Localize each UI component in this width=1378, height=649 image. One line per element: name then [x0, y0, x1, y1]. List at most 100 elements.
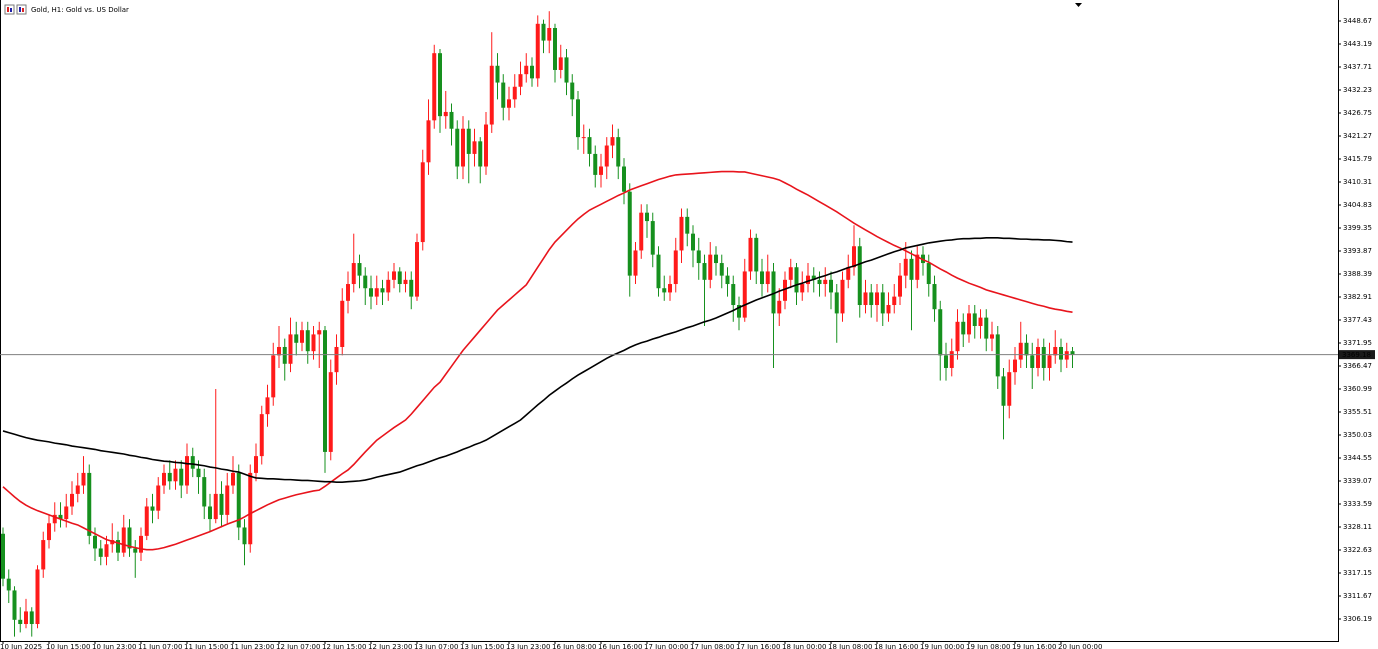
candle-body: [259, 414, 264, 457]
candle-body: [972, 313, 977, 327]
candle-body: [817, 279, 822, 285]
x-tick-label: 20 Jun 00:00: [1058, 643, 1102, 649]
y-tick-label: 3377.43: [1343, 316, 1372, 324]
candle-body: [328, 372, 333, 452]
candle-body: [478, 141, 483, 167]
candle-body: [179, 468, 184, 486]
candle-body: [622, 166, 626, 192]
candle-body: [305, 330, 310, 352]
candle-body: [639, 212, 644, 251]
candle-body: [248, 472, 253, 545]
icon-frame: [4, 4, 15, 15]
candles: [1, 11, 1075, 637]
candle-body: [466, 128, 471, 154]
candle-body: [754, 237, 759, 272]
candle-body: [236, 472, 241, 528]
candle-body: [116, 540, 120, 553]
candle-body: [323, 330, 327, 452]
candle-body: [98, 548, 103, 557]
x-tick-label: 17 Jun 00:00: [644, 643, 688, 649]
y-tick-label: 3371.95: [1343, 339, 1372, 347]
x-tick-label: 10 Jun 23:00: [92, 643, 136, 649]
candle-body: [990, 334, 994, 339]
icon-bar: [22, 8, 24, 12]
candle-body: [702, 263, 707, 280]
candle-body: [397, 271, 402, 285]
candle-body: [403, 279, 408, 285]
candle-body: [967, 313, 971, 335]
candle-body: [225, 485, 230, 515]
icon-bar: [10, 8, 12, 12]
candle-body: [1064, 351, 1069, 360]
candle-body: [104, 544, 109, 557]
candle-body: [317, 330, 322, 335]
candle-body: [880, 292, 885, 314]
candle-body: [369, 288, 373, 297]
candle-body: [254, 456, 258, 473]
candle-body: [52, 514, 57, 524]
x-tick-label: 16 Jun 08:00: [552, 643, 596, 649]
candle-body: [564, 57, 569, 83]
candle-body: [823, 279, 828, 285]
candle-body: [1001, 376, 1006, 406]
candle-body: [501, 82, 506, 108]
candle-body: [196, 468, 201, 478]
candle-body: [1, 533, 5, 579]
candle-body: [1018, 342, 1023, 360]
y-tick-label: 3443.19: [1343, 40, 1372, 48]
candle-body: [484, 124, 488, 167]
candle-body: [455, 128, 460, 167]
chart-title: Gold, H1: Gold vs. US Dollar: [31, 6, 129, 14]
candle-body: [507, 99, 511, 108]
y-tick-label: 3339.07: [1343, 477, 1372, 485]
candle-body: [133, 548, 138, 553]
candle-body: [691, 233, 695, 251]
x-tick-label: 18 Jun 00:00: [782, 643, 826, 649]
candle-body: [604, 145, 609, 167]
candle-body: [219, 493, 224, 515]
x-tick-label: 13 Jun 15:00: [460, 643, 504, 649]
candle-body: [530, 65, 534, 79]
candle-body: [18, 619, 23, 625]
candle-body: [300, 330, 304, 343]
candle-body: [834, 292, 839, 314]
candle-body: [892, 296, 897, 306]
candle-body: [449, 111, 454, 129]
y-tick-label: 3437.71: [1343, 63, 1372, 71]
candle-body: [41, 540, 46, 570]
candle-body: [443, 111, 448, 117]
x-tick-label: 16 Jun 16:00: [598, 643, 642, 649]
candle-body: [489, 65, 494, 125]
x-tick-label: 12 Jun 07:00: [276, 643, 320, 649]
candle-body: [662, 288, 667, 293]
candle-body: [616, 137, 621, 167]
candle-body: [70, 493, 74, 507]
candle-body: [213, 493, 218, 520]
y-tick-label: 3360.99: [1343, 385, 1372, 393]
candle-body: [139, 535, 143, 553]
candle-body: [926, 263, 931, 285]
candle-body: [87, 472, 92, 536]
candle-body: [869, 292, 874, 306]
candle-body: [1053, 346, 1058, 356]
candle-body: [29, 611, 34, 625]
menu-arrow[interactable]: [1075, 3, 1082, 7]
candle-body: [1047, 355, 1052, 368]
y-tick-label: 3393.87: [1343, 247, 1372, 255]
candle-body: [156, 485, 161, 511]
candle-body: [938, 309, 943, 356]
candle-body: [599, 166, 603, 175]
candle-body: [719, 263, 724, 276]
candle-body: [495, 65, 500, 83]
last-price-label: 3369.18: [1342, 351, 1371, 359]
candle-body: [576, 99, 580, 138]
candle-body: [794, 267, 799, 293]
candle-body: [1070, 351, 1075, 355]
candle-body: [472, 141, 477, 154]
candle-body: [75, 485, 80, 494]
candle-body: [386, 279, 391, 293]
candle-body: [857, 246, 862, 306]
y-tick-label: 3382.91: [1343, 293, 1372, 301]
candle-body: [915, 254, 920, 280]
